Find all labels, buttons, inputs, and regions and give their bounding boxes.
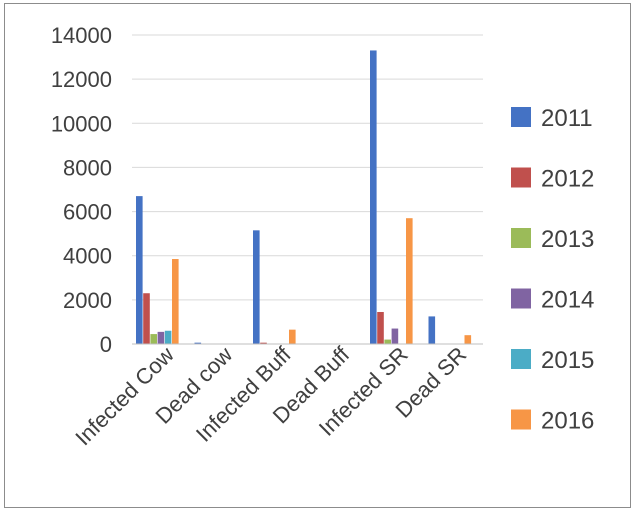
bar-2013-0 [150,334,157,344]
legend-item-2014: 2014 [511,287,594,314]
bar-2011-5 [428,316,436,344]
y-tick-label: 8000 [63,155,112,180]
bars [136,50,472,344]
bar-2016-4 [406,218,413,344]
bar-2014-4 [391,328,399,344]
y-tick-label: 0 [100,332,112,357]
legend-item-2013: 2013 [511,226,594,253]
bar-2014-0 [157,331,165,344]
bar-2016-0 [172,259,179,344]
legend-label: 2013 [541,226,594,253]
legend-label: 2016 [541,408,594,435]
bar-2011-1 [194,342,202,344]
legend-label: 2011 [541,105,593,132]
bar-2016-2 [289,329,296,344]
legend-swatch [511,349,531,369]
legend-item-2016: 2016 [511,408,594,435]
legend-item-2015: 2015 [511,347,594,374]
bar-2012-0 [143,293,150,344]
legend-label: 2012 [541,166,594,193]
x-tick-label: Infected Cow [70,342,179,451]
legend-label: 2014 [541,287,594,314]
y-tick-label: 2000 [63,288,112,313]
legend-swatch [511,228,531,248]
bar-2016-5 [464,335,472,344]
legend-swatch [511,167,531,188]
bar-2013-4 [384,339,391,344]
bar-2011-4 [370,50,377,344]
legend-swatch [511,409,531,430]
y-tick-label: 12000 [51,67,112,92]
bar-2015-0 [164,330,172,344]
gridlines [132,34,483,345]
y-tick-label: 10000 [51,111,112,136]
y-tick-label: 4000 [63,244,112,269]
legend-item-2012: 2012 [511,166,594,193]
bar-2011-2 [253,230,260,344]
legend-label: 2015 [541,347,594,374]
legend-item-2011: 2011 [511,105,593,132]
y-tick-label: 14000 [51,23,112,48]
y-axis-ticks: 0 2000 4000 6000 8000 10000 12000 14000 [51,23,112,357]
bar-2011-0 [136,196,143,344]
y-tick-label: 6000 [63,200,112,225]
legend: 2011 2012 2013 2014 2015 2016 [511,105,594,435]
legend-swatch [511,107,531,127]
bar-2012-2 [260,342,267,344]
bar-2012-4 [377,311,384,344]
legend-swatch [511,288,531,309]
